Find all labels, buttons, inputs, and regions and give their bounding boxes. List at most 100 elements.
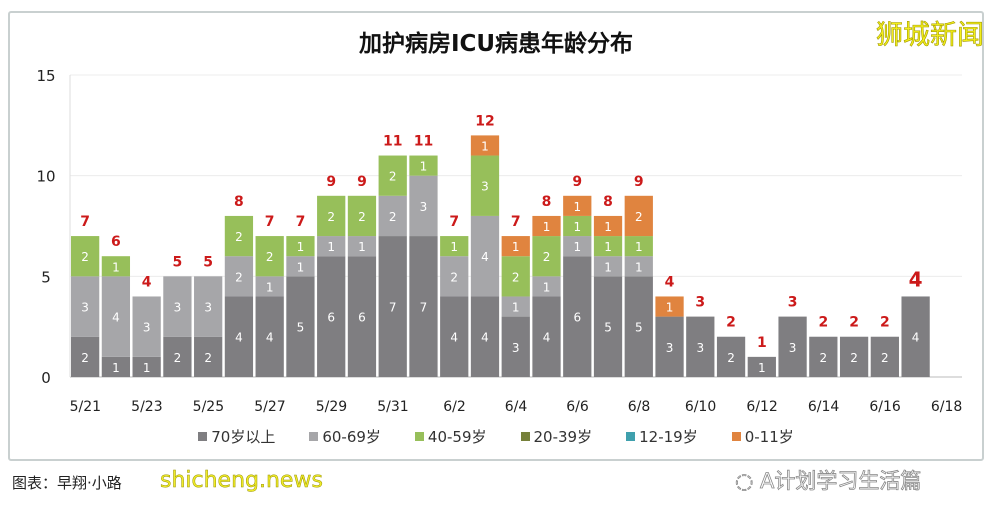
chart-title: 加护病房ICU病患年龄分布 — [358, 31, 634, 57]
legend-item: 0-11岁 — [731, 426, 794, 447]
total-label: 4 — [142, 274, 152, 290]
segment-label: 2 — [204, 351, 212, 365]
total-label: 7 — [511, 214, 521, 230]
legend-label: 12-19岁 — [639, 428, 698, 446]
segment-label: 1 — [666, 301, 674, 315]
segment-label: 2 — [174, 351, 182, 365]
bar-segment — [563, 215, 592, 237]
bar-segment — [532, 276, 561, 297]
segment-label: 2 — [266, 250, 274, 264]
segment-label: 4 — [481, 331, 489, 345]
segment-label: 2 — [389, 170, 397, 184]
x-tick-label: 5/21 — [70, 399, 101, 415]
legend-label: 0-11岁 — [744, 428, 794, 446]
bar-segment — [532, 236, 561, 277]
bar-segment — [101, 256, 131, 277]
segment-label: 7 — [389, 301, 397, 315]
bar-segment — [286, 256, 315, 277]
x-tick-label: 5/27 — [254, 399, 285, 415]
segment-label: 4 — [481, 250, 489, 264]
segment-label: 2 — [450, 270, 458, 284]
bar-segment — [163, 336, 192, 377]
segment-label: 1 — [143, 361, 151, 375]
segment-label: 2 — [389, 210, 397, 224]
total-label: 11 — [383, 134, 402, 150]
y-tick-label: 0 — [41, 369, 51, 387]
bar-segment — [347, 256, 377, 377]
segment-label: 3 — [204, 301, 212, 315]
legend-item: 70岁以上 — [198, 426, 275, 447]
bar-segment — [194, 336, 223, 377]
segment-label: 2 — [81, 250, 89, 264]
bar-segment — [224, 215, 254, 257]
bar-segment — [839, 336, 869, 377]
segment-label: 2 — [820, 351, 828, 365]
bar-segment — [286, 236, 315, 257]
bar-segment — [532, 215, 561, 237]
segment-label: 4 — [235, 331, 243, 345]
total-label: 6 — [111, 234, 121, 250]
legend-swatch — [626, 432, 636, 441]
bar-segment — [470, 215, 500, 297]
total-label: 9 — [357, 174, 367, 190]
segment-label: 3 — [143, 321, 151, 335]
x-tick-label: 6/14 — [808, 399, 840, 415]
wechat-label: A计划学习生活篇 — [760, 469, 922, 494]
x-tick-label: 6/18 — [931, 399, 962, 415]
total-label: 2 — [880, 315, 890, 331]
x-tick-label: 6/4 — [505, 399, 528, 415]
bar-segment — [101, 276, 131, 357]
bar-segment — [563, 236, 592, 257]
bar-segment — [593, 215, 623, 237]
x-tick-label: 6/16 — [869, 399, 901, 415]
segment-label: 1 — [604, 220, 612, 234]
segment-label: 2 — [235, 270, 243, 284]
y-tick-label: 5 — [41, 268, 51, 286]
segment-label: 1 — [512, 301, 520, 315]
bar-segment — [470, 296, 500, 377]
bar-segment — [71, 336, 100, 377]
bar-segment — [378, 236, 407, 377]
x-tick-label: 5/23 — [131, 399, 162, 415]
segment-label: 2 — [881, 351, 889, 365]
segment-label: 7 — [420, 301, 428, 315]
bar-segment — [347, 236, 377, 257]
segment-label: 1 — [112, 361, 120, 375]
total-label: 2 — [818, 315, 828, 331]
total-label: 9 — [634, 174, 644, 190]
total-label: 2 — [849, 315, 859, 331]
total-label: 4 — [909, 267, 923, 291]
x-tick-label: 6/8 — [628, 399, 651, 415]
segment-label: 1 — [297, 260, 305, 274]
logo-text: 狮城新闻 — [876, 20, 985, 52]
segment-label: 3 — [696, 341, 704, 355]
segment-label: 3 — [666, 341, 674, 355]
bar-segment — [440, 256, 469, 297]
y-tick-label: 15 — [36, 67, 55, 85]
segment-label: 5 — [635, 321, 643, 335]
total-label: 11 — [414, 134, 433, 150]
bar-segment — [563, 256, 592, 377]
chart-frame — [8, 11, 984, 461]
legend-swatch — [198, 432, 208, 441]
bar-segment — [286, 276, 315, 377]
legend-label: 20-39岁 — [533, 428, 593, 446]
segment-label: 5 — [604, 321, 612, 335]
x-tick-label: 5/29 — [316, 399, 347, 415]
total-label: 4 — [665, 274, 675, 290]
bar-segment — [224, 256, 254, 297]
segment-label: 4 — [912, 331, 920, 345]
bar-segment — [624, 195, 653, 237]
bar-segment — [255, 236, 284, 277]
bar-segment — [317, 236, 346, 257]
segment-label: 3 — [512, 341, 520, 355]
bar-segment — [901, 296, 930, 377]
bar-segment — [132, 356, 161, 377]
bar-segment — [378, 155, 407, 196]
segment-label: 2 — [358, 210, 366, 224]
segment-label: 6 — [358, 311, 366, 325]
bar-segment — [593, 256, 623, 277]
bar-segment — [132, 296, 161, 357]
legend-label: 60-69岁 — [322, 428, 381, 446]
bar-segment — [655, 316, 684, 377]
